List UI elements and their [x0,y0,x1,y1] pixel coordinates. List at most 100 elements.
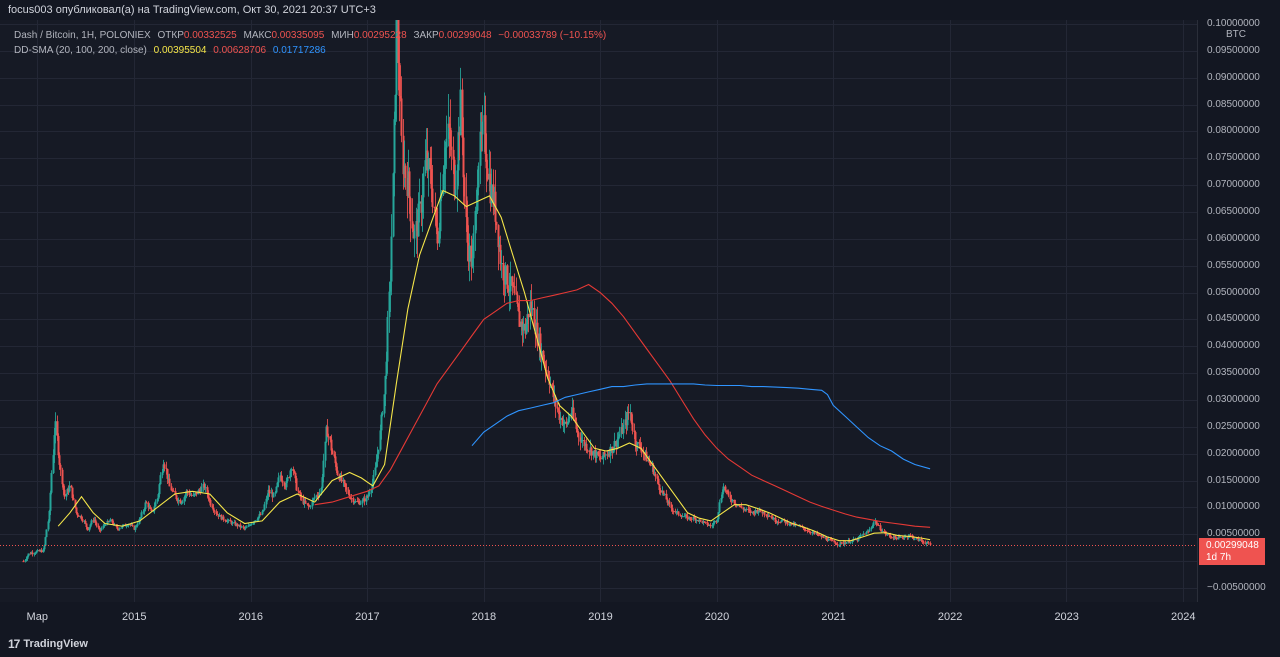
candle-body [154,501,157,507]
candle-body [513,286,516,294]
price-chart[interactable] [0,20,1198,602]
candle-body [243,527,246,529]
candle-body [886,534,889,536]
candle-body [399,95,402,99]
candle-body [422,173,425,198]
sma-indicator-name[interactable]: DD-SMA (20, 100, 200, close) [14,45,147,56]
chart-pane[interactable] [0,20,1198,602]
candle-body [195,492,198,495]
candle-body [71,487,74,499]
candle-body [22,561,25,563]
candle-body [759,508,762,512]
candle-body [840,542,843,544]
candle-body [257,516,260,520]
candle-body [86,527,89,531]
candle-body [565,421,568,425]
candle-body [102,525,105,529]
candle-body [665,493,668,500]
candle-body [179,499,182,504]
candle-body [165,468,168,470]
candle-body [506,265,509,289]
candle-body [429,157,432,170]
candle-body [452,149,455,160]
candle-body [567,418,570,424]
candle-body [468,245,471,262]
candle-body [448,123,451,128]
candle-body [262,509,265,512]
candle-body [116,526,119,530]
candle-body [395,20,398,95]
candle-body [453,159,456,196]
candle-body [371,483,374,490]
candle-body [727,491,730,496]
candle-body [648,460,651,463]
candle-body [215,511,218,514]
candle-body [61,469,64,485]
candle-body [875,520,878,525]
candle-body [662,490,665,494]
candle-body [365,496,368,502]
candle-body [80,515,83,520]
candle-body [909,534,912,536]
candle-body [522,323,525,331]
candle-body [599,456,602,460]
candle-body [911,535,914,537]
candle-body [52,455,55,474]
candle-body [880,530,883,532]
candle-body [720,497,723,503]
candle-body [731,499,734,502]
candle-body [111,519,114,523]
candle-body [361,500,364,504]
candle-body [99,529,102,531]
candle-body [747,508,750,510]
candle-body [471,258,474,267]
candle-body [440,194,443,198]
candle-body [531,308,534,310]
candle-body [204,487,207,489]
symbol-label[interactable]: Dash / Bitcoin, 1Н, POLONIEX [14,30,151,41]
candle-body [112,522,115,525]
candle-body [311,500,314,507]
candle-body [508,291,511,293]
candle-body [888,534,891,536]
low-label: МИН [331,30,354,41]
candle-body [88,527,91,531]
candle-body [47,521,50,530]
candle-body [380,414,383,431]
candle-body [579,437,582,442]
high-value: 0.00335095 [271,30,325,41]
sma-line-sma-200 [471,383,931,470]
candle-body [331,450,334,455]
candle-body [820,534,823,537]
candle-body [652,464,655,475]
candle-body [42,549,45,553]
candle-body [706,522,709,525]
candle-body [245,526,248,528]
candle-body [229,519,232,522]
candle-body [156,498,159,502]
candle-body [153,506,156,511]
candle-body [544,364,547,370]
candle-body [120,527,123,529]
x-tick-label: 2017 [355,611,380,623]
candle-body [108,521,111,523]
candle-body [668,501,671,505]
candle-body [462,137,465,178]
candle-body [561,417,564,425]
candle-body [143,509,146,512]
candle-body [390,236,393,282]
candle-body [24,560,27,562]
tradingview-logo[interactable]: 17 TradingView [8,637,88,651]
candle-body [461,89,464,138]
candle-body [66,489,69,495]
candle-body [92,520,95,522]
candle-body [435,208,438,228]
candle-body [695,519,698,521]
candle-body [174,491,177,496]
candle-body [734,503,737,505]
candle-body [40,550,43,553]
candle-body [234,522,237,526]
candle-body [324,441,327,461]
candle-body [490,184,493,204]
candle-body [375,461,378,468]
